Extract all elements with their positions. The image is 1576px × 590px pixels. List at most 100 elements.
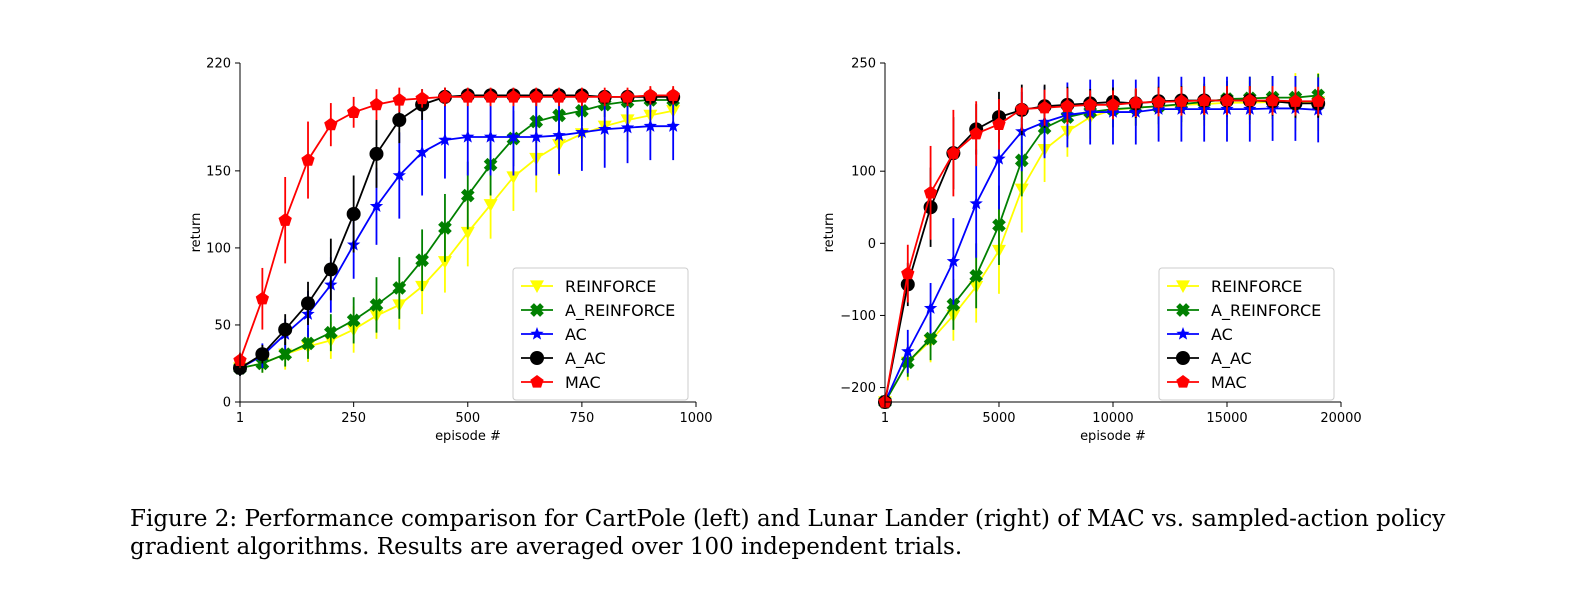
left-legend: REINFORCE A_REINFORCE AC A_AC MAC — [512, 267, 689, 401]
left-data-point — [369, 199, 384, 212]
right-data-point — [1037, 100, 1052, 114]
right-data-point — [923, 301, 938, 314]
right-x-tick-label: 5000 — [982, 411, 1015, 426]
left-x-tick-label: 500 — [455, 411, 480, 426]
right-legend-swatch-marker — [1176, 351, 1190, 365]
left-data-point — [301, 153, 315, 166]
left-data-point — [529, 89, 543, 103]
right-series-mac — [878, 86, 1325, 408]
left-data-point — [620, 120, 635, 134]
right-data-point — [969, 268, 984, 283]
left-x-axis-label: episode # — [435, 429, 501, 444]
right-data-point — [901, 344, 915, 358]
left-y-tick-label: 0 — [223, 396, 231, 411]
right-data-point — [1060, 99, 1075, 112]
left-legend-swatch-marker — [530, 280, 544, 293]
right-data-point — [992, 218, 1006, 233]
right-y-axis-label: return — [822, 213, 837, 253]
left-legend-entry-a-ac: A_AC — [565, 349, 606, 369]
right-data-point — [1197, 93, 1211, 107]
cartpole-chart: 1 250 500 750 1000 0 50 100 150 220 episode # retur… — [170, 18, 726, 457]
right-legend-frame — [1158, 267, 1335, 401]
left-data-point — [415, 145, 429, 159]
left-legend-entry-ac: AC — [565, 325, 587, 344]
right-legend-entry-mac: MAC — [1211, 373, 1247, 392]
right-y-tick-label: 100 — [851, 165, 876, 180]
left-x-tick-label: 1000 — [679, 411, 712, 426]
right-x-tick-label: 1 — [881, 411, 889, 426]
right-data-point — [969, 196, 983, 210]
left-data-point — [324, 117, 338, 131]
right-legend-entry-ac: AC — [1211, 325, 1233, 344]
left-series-mac — [233, 86, 680, 369]
left-data-point — [529, 129, 543, 143]
left-data-point — [620, 89, 635, 103]
left-data-point — [461, 129, 475, 143]
left-legend-frame — [512, 267, 689, 401]
left-data-point — [415, 91, 429, 105]
left-data-point — [552, 89, 566, 103]
left-data-point — [666, 119, 680, 132]
right-legend: REINFORCE A_REINFORCE AC A_AC MAC — [1158, 267, 1335, 401]
left-data-point — [369, 97, 384, 111]
right-y-tick-label: 0 — [868, 237, 876, 252]
right-data-point — [923, 331, 938, 346]
left-data-point — [278, 213, 292, 226]
right-data-point — [946, 254, 961, 268]
right-data-point — [1015, 102, 1029, 115]
right-x-tick-label: 20000 — [1320, 411, 1361, 426]
left-data-point — [575, 89, 589, 103]
left-data-point — [438, 133, 452, 146]
right-legend-entry-a-reinforce: A_REINFORCE — [1211, 301, 1321, 321]
right-y-tick-label: −200 — [840, 381, 876, 396]
left-data-point — [437, 256, 452, 269]
left-legend-swatch-marker — [530, 327, 544, 340]
left-data-point — [506, 89, 521, 103]
left-data-point — [483, 199, 498, 212]
left-y-axis-label: return — [189, 213, 204, 253]
left-legend-entry-mac: MAC — [565, 373, 601, 392]
right-data-point — [992, 151, 1006, 165]
left-data-point — [643, 88, 658, 102]
left-y-tick-label: 220 — [206, 57, 231, 72]
left-x-tick-label: 750 — [569, 411, 594, 426]
left-data-point — [255, 291, 270, 305]
left-data-point — [392, 113, 407, 128]
right-data-point — [1174, 94, 1189, 107]
left-data-point — [438, 221, 452, 235]
left-data-point — [392, 281, 407, 295]
left-data-point — [483, 129, 498, 143]
right-data-point — [1106, 97, 1120, 111]
left-data-point — [324, 325, 338, 340]
right-x-tick-label: 10000 — [1092, 411, 1133, 426]
right-y-tick-label: 250 — [851, 57, 876, 72]
right-data-point — [1288, 94, 1303, 107]
right-legend-entry-reinforce: REINFORCE — [1211, 277, 1302, 296]
left-legend-swatch-marker — [530, 303, 544, 317]
left-data-point — [575, 125, 589, 139]
left-data-point — [255, 347, 270, 362]
left-data-point — [301, 296, 316, 311]
left-data-point — [392, 92, 406, 106]
left-x-tick-label: 250 — [341, 411, 366, 426]
right-data-point — [1265, 93, 1280, 107]
right-legend-swatch-marker — [1176, 375, 1190, 388]
left-data-point — [438, 89, 452, 103]
left-data-point — [369, 146, 384, 161]
right-legend-swatch-marker — [1176, 280, 1190, 293]
left-data-point — [415, 253, 429, 268]
left-data-point — [506, 171, 521, 185]
left-x-tick-label: 1 — [236, 411, 244, 426]
left-data-point — [643, 119, 658, 132]
right-data-point — [992, 117, 1006, 130]
right-data-point — [1220, 93, 1234, 107]
left-data-point — [346, 207, 361, 222]
left-data-point — [369, 298, 384, 312]
right-x-axis-label: episode # — [1080, 429, 1146, 444]
right-data-point — [1151, 94, 1166, 108]
left-legend-entry-reinforce: REINFORCE — [565, 277, 656, 296]
left-legend-swatch-marker — [530, 351, 544, 365]
left-data-point — [461, 89, 475, 103]
left-legend-swatch-marker — [530, 375, 544, 388]
left-y-tick-label: 100 — [206, 241, 231, 256]
